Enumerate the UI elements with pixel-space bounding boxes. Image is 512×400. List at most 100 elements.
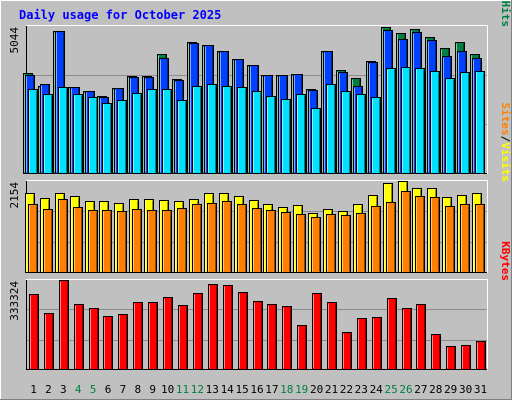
bar-sites-day-6: [102, 210, 112, 273]
x-tick-label-day-9: 9: [149, 383, 156, 396]
bar-sites-day-26: [401, 191, 411, 273]
bar-kbytes-day-4: [74, 304, 84, 370]
bar-sites-day-10: [162, 210, 172, 273]
bar-sites-day-28: [430, 197, 440, 273]
legend-separator: /: [499, 0, 512, 1]
bar-kbytes-day-12: [193, 293, 203, 370]
x-tick-label-day-28: 28: [429, 383, 442, 396]
bar-sites-day-20: [311, 217, 321, 273]
bar-sites-day-1: [28, 204, 38, 273]
bar-kbytes-day-7: [118, 314, 128, 370]
bar-pages-day-28: [430, 71, 440, 174]
bar-sites-day-17: [266, 210, 276, 273]
x-tick-label-day-17: 17: [265, 383, 278, 396]
panel-visits-sites: 2154 Sites/Visits: [8, 103, 512, 273]
bar-pages-day-15: [237, 87, 247, 174]
bar-kbytes-day-3: [59, 280, 69, 370]
chart-title: Daily usage for October 2025: [19, 8, 221, 22]
bar-pages-day-6: [102, 103, 112, 174]
legend-separator: /: [499, 136, 512, 143]
bar-pages-day-5: [88, 97, 98, 174]
bar-kbytes-day-16: [253, 301, 263, 370]
x-tick-label-day-31: 31: [474, 383, 487, 396]
bar-kbytes-day-18: [282, 306, 292, 370]
bar-kbytes-day-15: [238, 292, 248, 370]
x-tick-label-day-14: 14: [221, 383, 235, 396]
bar-pages-day-27: [415, 68, 425, 174]
x-tick-label-day-12: 12: [191, 383, 204, 396]
bar-pages-day-25: [386, 68, 396, 174]
bar-kbytes-day-24: [372, 317, 382, 370]
bar-pages-day-26: [401, 67, 411, 174]
bar-sites-day-15: [237, 204, 247, 273]
chart-panels: 5044Pages/Files/Hits2154Sites/Visits3333…: [8, 0, 512, 370]
panel-legend: KBytes: [499, 241, 512, 281]
bar-sites-day-8: [132, 209, 142, 273]
panel-max-label: 333324: [8, 281, 21, 321]
x-tick-label-day-24: 24: [370, 383, 384, 396]
bar-pages-day-16: [252, 91, 262, 174]
bar-kbytes-day-29: [446, 346, 456, 370]
bar-pages-day-3: [58, 87, 68, 174]
bar-sites-day-22: [341, 215, 351, 273]
bar-kbytes-day-28: [431, 334, 441, 370]
bar-pages-day-1: [28, 89, 38, 174]
bar-pages-day-9: [147, 89, 157, 174]
bar-sites-day-25: [386, 202, 396, 273]
bar-sites-day-23: [356, 213, 366, 273]
bar-sites-day-30: [460, 204, 470, 273]
panel-max-label: 5044: [8, 27, 21, 54]
bar-pages-day-8: [132, 93, 142, 174]
bar-pages-day-4: [73, 94, 83, 174]
x-tick-label-day-20: 20: [310, 383, 323, 396]
bar-pages-day-20: [311, 108, 321, 174]
series-kbytes: [29, 280, 486, 370]
x-tick-label-day-22: 22: [340, 383, 353, 396]
x-axis-tick-labels: 1 2 3 4 5 6 7 8 9 10 11 12 13 14 15 16 17 18 19 20 21 22 23 24 2…: [30, 383, 487, 396]
x-tick-label-day-3: 3: [60, 383, 67, 396]
bar-pages-day-11: [177, 100, 187, 174]
bar-sites-day-5: [88, 210, 98, 273]
legend-entry-sites: Sites: [499, 103, 512, 136]
bar-pages-day-10: [162, 89, 172, 174]
bar-sites-day-16: [252, 208, 262, 273]
bar-pages-day-13: [207, 84, 217, 174]
bar-kbytes-day-11: [178, 305, 188, 370]
panel-max-label: 2154: [8, 182, 21, 209]
panel-legend: Pages/Files/Hits: [499, 0, 512, 27]
bar-pages-day-19: [296, 94, 306, 174]
bar-sites-day-4: [73, 207, 83, 273]
bar-kbytes-day-22: [342, 332, 352, 370]
x-tick-label-day-11: 11: [176, 383, 189, 396]
bar-kbytes-day-17: [267, 304, 277, 370]
x-tick-label-day-15: 15: [235, 383, 248, 396]
bar-sites-day-2: [43, 209, 53, 273]
bar-pages-day-7: [117, 100, 127, 174]
bar-pages-day-14: [222, 86, 232, 174]
x-tick-label-day-10: 10: [161, 383, 174, 396]
bar-kbytes-day-1: [29, 294, 39, 370]
panel-kbytes: 333324 KBytes: [8, 241, 512, 370]
bar-kbytes-day-23: [357, 318, 367, 370]
bar-sites-day-11: [177, 208, 187, 273]
x-tick-label-day-2: 2: [45, 383, 52, 396]
bar-pages-day-2: [43, 94, 53, 174]
panel-legend: Sites/Visits: [499, 103, 512, 183]
series-sites: [28, 191, 485, 273]
x-tick-label-day-23: 23: [355, 383, 368, 396]
bar-pages-day-23: [356, 94, 366, 174]
x-tick-label-day-27: 27: [414, 383, 427, 396]
legend-entry-hits: Hits: [499, 1, 512, 28]
bar-sites-day-7: [117, 211, 127, 273]
legend-entry-visits: Visits: [499, 142, 512, 182]
bar-kbytes-day-8: [133, 302, 143, 370]
bar-kbytes-day-13: [208, 284, 218, 370]
bar-pages-day-29: [445, 78, 455, 174]
bar-sites-day-12: [192, 204, 202, 273]
bar-sites-day-24: [371, 206, 381, 273]
bar-pages-day-24: [371, 97, 381, 174]
bar-kbytes-day-2: [44, 313, 54, 370]
bar-kbytes-day-26: [402, 308, 412, 370]
x-tick-label-day-30: 30: [459, 383, 472, 396]
bar-kbytes-day-21: [327, 302, 337, 370]
